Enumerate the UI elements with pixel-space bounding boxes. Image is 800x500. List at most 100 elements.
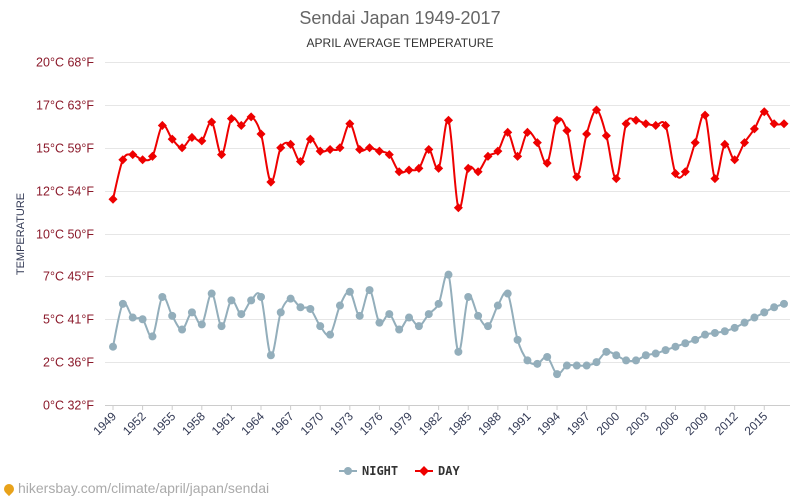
data-point-night[interactable] (622, 356, 631, 365)
data-point-night[interactable] (296, 303, 305, 312)
data-point-day[interactable] (443, 115, 454, 125)
data-point-night[interactable] (770, 303, 779, 312)
data-point-night[interactable] (523, 356, 532, 365)
data-point-day[interactable] (749, 124, 759, 134)
data-point-day[interactable] (532, 138, 542, 148)
data-point-day[interactable] (147, 151, 157, 161)
data-point-day[interactable] (522, 127, 532, 137)
data-point-day[interactable] (365, 143, 375, 153)
data-point-night[interactable] (286, 294, 295, 303)
data-point-night[interactable] (257, 292, 266, 301)
data-point-night[interactable] (345, 287, 354, 296)
data-point-night[interactable] (138, 315, 147, 324)
data-point-night[interactable] (592, 358, 601, 367)
data-point-night[interactable] (720, 327, 729, 336)
data-point-day[interactable] (463, 163, 473, 173)
data-point-night[interactable] (553, 370, 562, 379)
data-point-day[interactable] (483, 151, 493, 161)
data-point-night[interactable] (424, 310, 433, 319)
data-point-day[interactable] (621, 119, 631, 129)
data-point-night[interactable] (316, 322, 325, 331)
data-point-day[interactable] (315, 146, 325, 156)
data-point-night[interactable] (691, 335, 700, 344)
data-point-night[interactable] (483, 322, 492, 331)
data-point-day[interactable] (305, 134, 315, 144)
data-point-day[interactable] (226, 114, 236, 124)
data-point-night[interactable] (701, 330, 710, 339)
data-point-night[interactable] (513, 335, 522, 344)
data-point-night[interactable] (355, 311, 364, 320)
data-point-day[interactable] (167, 134, 177, 144)
data-point-day[interactable] (118, 155, 128, 165)
data-point-night[interactable] (661, 346, 670, 355)
data-point-day[interactable] (779, 119, 789, 129)
data-point-night[interactable] (395, 325, 404, 334)
data-point-day[interactable] (404, 165, 414, 175)
source-link[interactable]: hikersbay.com/climate/april/japan/sendai (1, 480, 269, 497)
data-point-day[interactable] (631, 115, 641, 125)
data-point-night[interactable] (780, 299, 788, 308)
data-point-night[interactable] (187, 308, 196, 317)
data-point-night[interactable] (602, 347, 611, 356)
data-point-night[interactable] (217, 322, 226, 331)
data-point-day[interactable] (128, 150, 138, 160)
data-point-night[interactable] (750, 313, 759, 322)
data-point-night[interactable] (434, 299, 443, 308)
legend-item-night[interactable]: NIGHT (339, 464, 398, 478)
data-point-day[interactable] (335, 143, 345, 153)
data-point-night[interactable] (168, 311, 177, 320)
data-point-night[interactable] (306, 304, 315, 313)
data-point-day[interactable] (138, 155, 148, 165)
data-point-night[interactable] (464, 292, 473, 301)
data-point-night[interactable] (266, 351, 275, 360)
data-point-day[interactable] (690, 138, 700, 148)
data-point-night[interactable] (405, 313, 414, 322)
data-point-day[interactable] (295, 156, 306, 166)
legend-item-day[interactable]: DAY (415, 464, 460, 478)
data-point-day[interactable] (207, 117, 217, 127)
data-point-day[interactable] (641, 119, 651, 129)
data-point-night[interactable] (197, 320, 206, 329)
data-point-day[interactable] (601, 131, 611, 141)
data-point-night[interactable] (247, 296, 256, 305)
data-point-night[interactable] (158, 292, 167, 301)
data-point-day[interactable] (730, 155, 740, 165)
data-point-night[interactable] (454, 347, 463, 356)
data-point-night[interactable] (109, 342, 117, 351)
data-point-day[interactable] (256, 129, 266, 139)
data-point-night[interactable] (326, 330, 335, 339)
data-point-night[interactable] (562, 361, 571, 370)
data-point-night[interactable] (207, 289, 216, 298)
data-point-day[interactable] (562, 126, 572, 136)
data-point-night[interactable] (503, 289, 512, 298)
data-point-day[interactable] (197, 136, 207, 146)
data-point-night[interactable] (128, 313, 137, 322)
data-point-day[interactable] (493, 146, 503, 156)
data-point-night[interactable] (681, 339, 690, 348)
data-point-day[interactable] (572, 172, 582, 182)
data-point-night[interactable] (710, 328, 719, 337)
data-point-night[interactable] (237, 310, 246, 319)
data-point-night[interactable] (651, 349, 660, 358)
data-point-night[interactable] (118, 299, 127, 308)
data-point-night[interactable] (740, 318, 749, 327)
data-point-night[interactable] (444, 270, 453, 279)
data-point-day[interactable] (503, 127, 513, 137)
data-point-day[interactable] (177, 143, 187, 153)
data-point-night[interactable] (365, 286, 374, 295)
data-point-night[interactable] (730, 323, 739, 332)
data-point-day[interactable] (108, 194, 118, 204)
data-point-night[interactable] (276, 308, 285, 317)
data-point-day[interactable] (473, 167, 483, 177)
data-point-night[interactable] (414, 322, 423, 331)
data-point-day[interactable] (582, 129, 592, 139)
data-point-night[interactable] (375, 318, 384, 327)
data-point-night[interactable] (227, 296, 236, 305)
data-point-night[interactable] (582, 361, 591, 370)
data-point-day[interactable] (355, 144, 365, 154)
data-point-day[interactable] (325, 144, 335, 154)
data-point-night[interactable] (493, 301, 502, 310)
data-point-night[interactable] (533, 359, 542, 368)
data-point-day[interactable] (769, 119, 779, 129)
data-point-night[interactable] (178, 325, 187, 334)
